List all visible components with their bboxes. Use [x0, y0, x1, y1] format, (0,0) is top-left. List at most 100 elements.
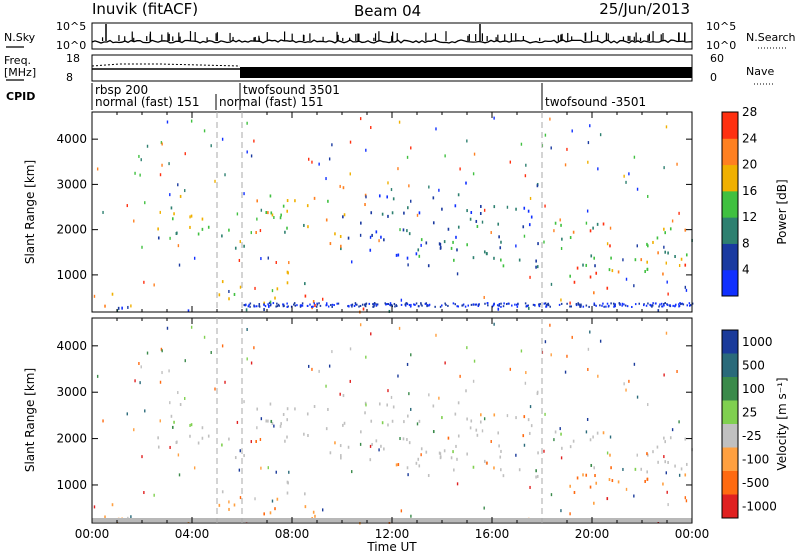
colorbar-cell — [722, 400, 738, 425]
velocity-cell-sparse — [623, 382, 625, 386]
velocity-cell — [447, 436, 450, 440]
velocity-cell — [453, 468, 455, 472]
velocity-cell — [554, 430, 557, 434]
velocity-cell-sparse — [416, 422, 419, 426]
velocity-cell — [263, 512, 265, 516]
power-cell-sparse — [93, 294, 96, 298]
velocity-cell — [432, 404, 435, 408]
velocity-cell — [443, 449, 446, 453]
velocity-cell-sparse — [93, 505, 96, 509]
velocity-cell — [313, 404, 316, 408]
power-cell — [329, 242, 332, 246]
power-ground-cell — [263, 303, 265, 306]
power-ground-cell — [538, 303, 540, 306]
velocity-cell — [596, 431, 599, 435]
velocity-cell-sparse — [169, 445, 171, 449]
power-ground-cell — [498, 304, 500, 307]
power-ground-cell — [424, 302, 427, 305]
velocity-cell-sparse — [571, 335, 573, 339]
power-cell-sparse — [246, 150, 248, 154]
power-ground-cell — [447, 304, 449, 307]
date-title: 25/Jun/2013 — [599, 0, 690, 18]
velocity-cell-sparse — [633, 362, 636, 366]
power-ground-cell — [613, 305, 615, 308]
power-cell — [454, 204, 457, 208]
velocity-cell — [684, 437, 687, 441]
power-cell-sparse — [365, 148, 367, 152]
power-ground-cell — [358, 305, 360, 308]
velocity-cell — [640, 467, 643, 471]
power-ground-cell — [517, 302, 519, 305]
power-cell-sparse — [671, 219, 674, 223]
power-cell-sparse — [633, 284, 635, 288]
power-ground-cell — [351, 305, 353, 308]
power-cell — [218, 293, 221, 297]
velocity-cell-sparse — [339, 392, 341, 396]
velocity-cell-sparse — [597, 374, 599, 378]
power-ground-cell — [486, 302, 489, 305]
power-ground-cell — [681, 302, 683, 305]
power-cell-sparse — [359, 117, 362, 121]
velocity-cell-sparse — [456, 482, 459, 486]
velocity-cell-sparse — [349, 347, 352, 351]
velocity-cell-sparse — [481, 429, 484, 433]
power-ground-cell — [652, 302, 654, 305]
power-cell-sparse — [159, 173, 162, 177]
velocity-cell — [594, 474, 596, 478]
power-ground-cell — [253, 304, 255, 307]
power-cell — [480, 204, 482, 208]
power-cell — [121, 306, 123, 310]
power-ground-cell — [421, 304, 423, 307]
power-cell-sparse — [493, 116, 495, 120]
power-ground-cell — [516, 305, 519, 308]
velocity-colorbar-label: Velocity [m s⁻¹] — [775, 377, 789, 470]
colorbar-cell — [722, 494, 738, 519]
power-cell-sparse — [214, 179, 216, 183]
power-ground-cell — [426, 303, 428, 306]
velocity-cell-sparse — [351, 470, 353, 474]
power-cell — [397, 253, 400, 257]
power-cell — [391, 211, 394, 215]
power-cell — [378, 194, 381, 198]
power-ground-cell — [264, 305, 267, 308]
velocity-cell — [610, 466, 612, 470]
power-cell — [375, 230, 378, 234]
power-cell — [360, 221, 362, 225]
noise-right-tick-top: 10^5 — [706, 20, 736, 33]
velocity-cell-sparse — [678, 473, 681, 477]
velocity-cell — [576, 476, 579, 480]
velocity-cell-sparse — [678, 420, 680, 424]
power-ground-cell — [254, 305, 256, 308]
power-cell — [284, 230, 286, 234]
power-cell-sparse — [138, 154, 140, 158]
power-ground-cell — [691, 302, 694, 305]
power-cell-sparse — [139, 173, 141, 177]
velocity-cell — [395, 463, 398, 467]
velocity-cell — [680, 467, 683, 471]
velocity-cell — [585, 473, 588, 477]
velocity-cell — [499, 455, 502, 459]
colorbar-tick-label: -25 — [742, 429, 762, 443]
power-ground-cell — [477, 305, 480, 308]
power-cell-sparse — [665, 125, 668, 129]
velocity-cell — [500, 449, 502, 453]
power-ground-cell — [331, 305, 333, 308]
power-cell — [342, 186, 345, 190]
velocity-cell-sparse — [140, 365, 142, 369]
velocity-cell — [157, 436, 159, 440]
power-ground-scatter — [243, 302, 694, 308]
power-cell — [312, 300, 315, 304]
velocity-cell-sparse — [407, 473, 409, 477]
power-cell — [347, 236, 350, 240]
power-cell — [157, 236, 160, 240]
power-cell — [342, 215, 344, 219]
power-ground-cell — [426, 305, 428, 308]
cpid-label: CPID — [6, 90, 35, 103]
power-cell — [537, 242, 539, 246]
velocity-cell-sparse — [365, 403, 367, 407]
power-cell-sparse — [589, 124, 591, 128]
velocity-cell — [306, 412, 309, 416]
power-cell-sparse — [550, 282, 553, 286]
power-cell — [569, 236, 572, 240]
velocity-cell-sparse — [524, 381, 527, 385]
